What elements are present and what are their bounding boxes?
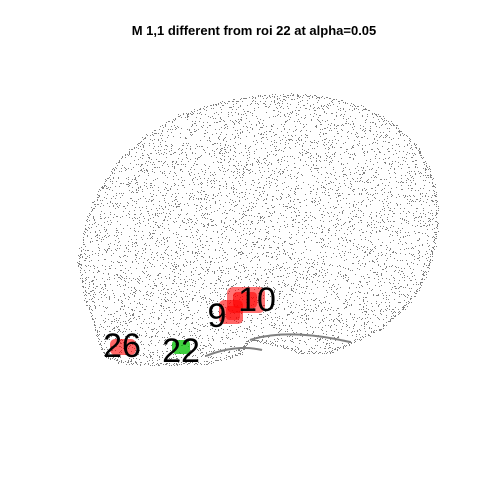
brain-contour xyxy=(205,333,351,357)
roi-label-22: 22 xyxy=(162,332,200,370)
roi-label-9: 9 xyxy=(208,297,227,335)
roi-labels: 10 9 26 22 xyxy=(103,281,276,370)
roi-label-26: 26 xyxy=(103,327,141,365)
roi-blob-26 xyxy=(110,339,136,355)
roi-label-10: 10 xyxy=(238,281,276,319)
roi-blob-9 xyxy=(219,300,243,324)
brain-point-cloud xyxy=(77,93,439,366)
plot-title: M 1,1 different from roi 22 at alpha=0.0… xyxy=(132,23,377,38)
roi-markers xyxy=(110,287,265,355)
roi-blob-22 xyxy=(172,340,190,354)
